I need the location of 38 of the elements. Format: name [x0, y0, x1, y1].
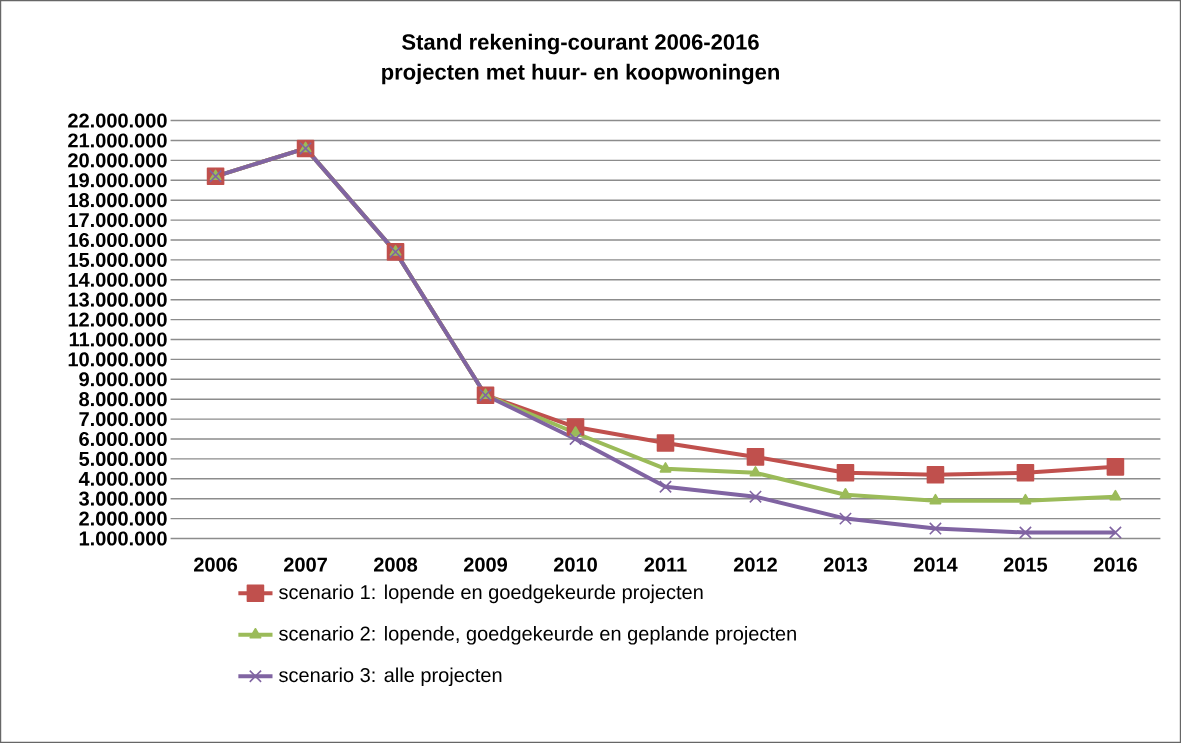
legend-label: scenario 3: alle projecten — [279, 667, 502, 687]
y-tick-label: 12.000.000 — [68, 312, 167, 327]
y-tick-label: 13.000.000 — [68, 292, 167, 307]
x-tick-label: 2016 — [1093, 557, 1137, 572]
y-tick-label: 6.000.000 — [79, 431, 167, 447]
y-tick-label: 2.000.000 — [79, 511, 167, 526]
x-tick-label: 2010 — [553, 557, 597, 572]
y-tick-label: 18.000.000 — [68, 193, 167, 208]
x-tick-label: 2007 — [284, 557, 327, 572]
y-tick-label: 14.000.000 — [68, 272, 167, 287]
y-tick-label: 7.000.000 — [79, 411, 167, 427]
legend-label: scenario 2: lopende, goedgekeurde en geplande projecten — [279, 625, 796, 645]
y-tick-label: 15.000.000 — [68, 252, 167, 267]
chart-subtitle: projecten met huur- en koopwoningen — [382, 63, 779, 85]
y-tick-label: 16.000.000 — [68, 232, 167, 248]
y-tick-label: 11.000.000 — [69, 332, 167, 347]
x-tick-label: 2011 — [644, 557, 687, 572]
x-tick-label: 2012 — [733, 557, 777, 572]
y-tick-label: 20.000.000 — [68, 153, 167, 168]
y-tick-label: 5.000.000 — [79, 451, 167, 466]
legend-label: scenario 1: lopende en goedgekeurde projecten — [279, 584, 703, 604]
y-tick-label: 22.000.000 — [68, 113, 167, 128]
y-tick-label: 3.000.000 — [79, 491, 167, 506]
y-tick-label: 4.000.000 — [78, 471, 167, 486]
x-tick-label: 2006 — [194, 557, 238, 572]
y-tick-label: 10.000.000 — [68, 352, 167, 367]
y-tick-label: 8.000.000 — [79, 392, 167, 407]
y-tick-label: 17.000.000 — [68, 212, 167, 228]
y-tick-label: 1.000.000 — [79, 531, 167, 546]
x-tick-label: 2009 — [463, 557, 508, 572]
x-tick-label: 2008 — [373, 557, 418, 572]
x-tick-label: 2015 — [1003, 557, 1048, 572]
x-tick-label: 2013 — [823, 557, 867, 572]
y-tick-label: 9.000.000 — [79, 372, 167, 387]
y-tick-label: 19.000.000 — [68, 173, 167, 188]
chart-title: Stand rekening-courant 2006-2016 — [402, 33, 759, 55]
x-tick-label: 2014 — [913, 557, 958, 572]
y-tick-label: 21.000.000 — [68, 133, 167, 148]
